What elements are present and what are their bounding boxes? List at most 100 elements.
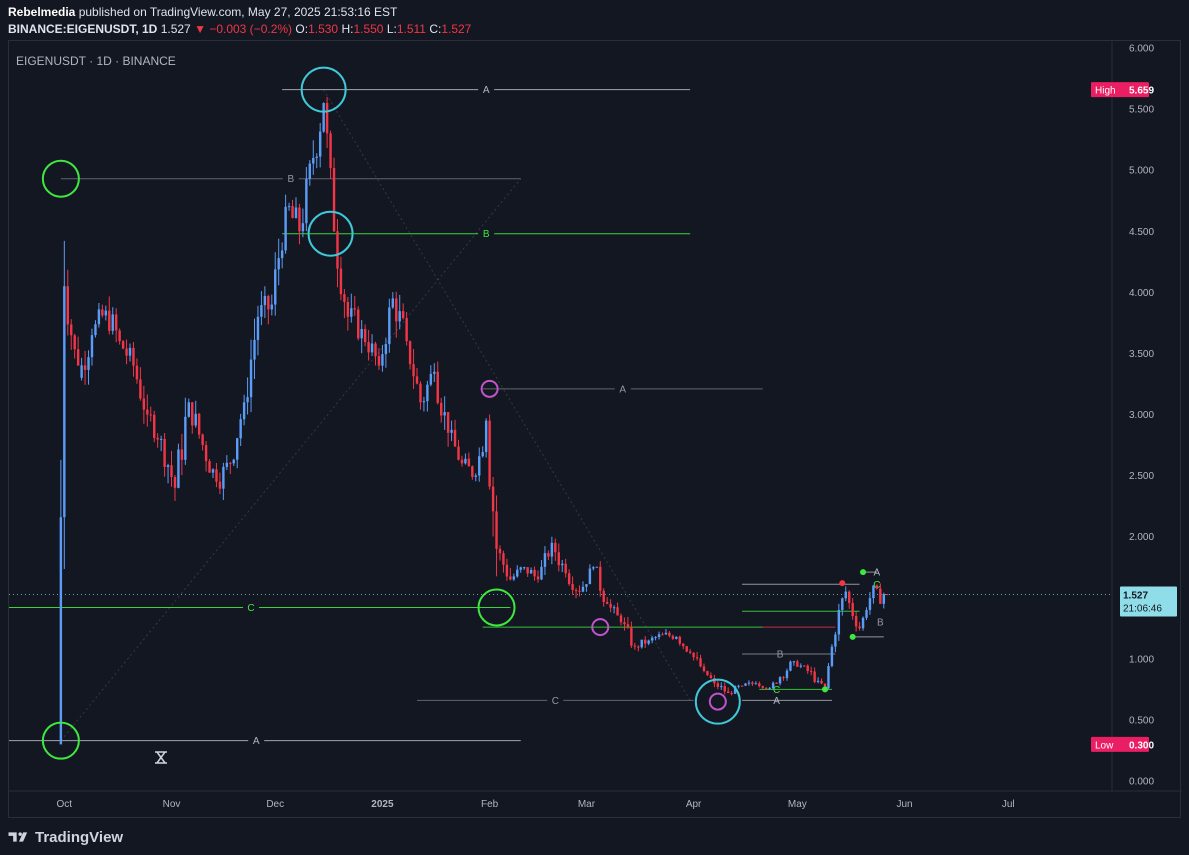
candle-body <box>567 573 571 585</box>
candle-body <box>377 356 381 366</box>
candle-body <box>671 635 675 639</box>
candle-body <box>841 598 844 610</box>
price-chart[interactable]: EIGENUSDT · 1D · BINANCE 6.000 5.500 5.000 4… <box>9 41 1182 819</box>
author-name[interactable]: Rebelmedia <box>8 5 76 19</box>
candle-body <box>616 607 619 616</box>
level-label: C <box>552 696 559 707</box>
brand-name[interactable]: TradingView <box>35 828 124 846</box>
candle-body <box>63 286 66 518</box>
candle-body <box>118 330 121 342</box>
candle-body <box>242 402 246 420</box>
low-label: L: <box>386 22 397 36</box>
candle-body <box>533 569 536 577</box>
last-price: 1.527 <box>160 22 191 36</box>
candle-body <box>806 665 809 672</box>
candle-body <box>433 371 436 374</box>
chart-frame[interactable]: EIGENUSDT · 1D · BINANCE 6.000 5.500 5.000 4… <box>8 40 1182 819</box>
current-price-countdown: 21:06:46 <box>1123 603 1162 614</box>
x-tick-label: Dec <box>266 799 284 810</box>
high-label: H: <box>341 22 354 36</box>
candle-body <box>336 231 339 269</box>
candle-body <box>267 295 270 310</box>
candle-body <box>491 486 495 512</box>
candle-body <box>820 680 823 684</box>
candle-body <box>512 576 516 580</box>
candle-body <box>730 693 733 695</box>
publish-line: Rebelmedia published on TradingView.com,… <box>8 4 471 21</box>
candle-body <box>350 308 353 317</box>
candle-body <box>605 602 609 604</box>
candle-body <box>464 458 467 464</box>
candle-body <box>526 567 529 574</box>
y-tick-label: 5.000 <box>1129 166 1154 177</box>
candle-body <box>733 686 737 694</box>
magenta-circle-marker <box>591 618 610 637</box>
candle-body <box>121 341 125 349</box>
candle-body <box>166 465 170 467</box>
high-badge-value: 5.659 <box>1129 86 1154 97</box>
candle-body <box>235 438 239 460</box>
candle-body <box>654 637 657 639</box>
candle-body <box>422 401 426 403</box>
candle-body <box>87 357 90 370</box>
candle-body <box>201 434 204 446</box>
candle-body <box>578 590 581 592</box>
level-label: A <box>253 736 260 747</box>
candle-body <box>547 553 550 557</box>
candle-body <box>395 298 398 322</box>
candle-body <box>374 343 377 357</box>
candle-body <box>692 652 695 658</box>
candle-body <box>844 591 847 599</box>
candle-body <box>367 342 370 353</box>
candle-body <box>97 309 101 325</box>
candle-body <box>436 371 439 403</box>
open-value: 1.530 <box>308 22 339 36</box>
candle-body <box>446 412 450 433</box>
candle-body <box>177 449 180 488</box>
candle-body <box>657 634 661 638</box>
candle-body <box>284 206 287 251</box>
candle-body <box>401 311 405 319</box>
candle-body <box>197 413 201 435</box>
candle-body <box>339 268 343 295</box>
candle-body <box>360 328 363 339</box>
cyan-circle-marker <box>300 66 347 113</box>
candle-body <box>768 688 771 690</box>
candle-body <box>135 365 139 380</box>
candle-body <box>519 567 522 570</box>
candle-body <box>550 542 554 557</box>
candle-body <box>761 686 764 688</box>
candle-body <box>153 414 156 438</box>
candle-body <box>156 437 159 440</box>
candle-body <box>630 626 633 646</box>
candle-body <box>609 603 612 608</box>
candle-body <box>346 302 350 317</box>
y-tick-label: 0.500 <box>1129 715 1154 726</box>
candle-body <box>239 419 242 439</box>
candle-body <box>751 682 754 685</box>
candle-body <box>343 294 346 303</box>
candle-body <box>59 517 63 745</box>
candle-body <box>709 675 713 679</box>
candle-body <box>471 466 474 477</box>
candle-body <box>886 594 889 596</box>
tradingview-footer: TradingView <box>8 826 123 848</box>
candle-body <box>391 298 395 308</box>
candle-body <box>101 309 104 316</box>
candle-body <box>688 651 692 653</box>
high-badge: High 5.659 <box>1091 82 1154 98</box>
candle-body <box>263 295 267 306</box>
candle-body <box>211 469 215 473</box>
candle-body <box>180 449 184 460</box>
candle-body <box>522 567 526 569</box>
candle-body <box>318 131 322 157</box>
candle-body <box>132 347 135 366</box>
candle-body <box>868 598 872 610</box>
high-value: 1.550 <box>353 22 384 36</box>
candle-body <box>647 640 650 644</box>
candle-body <box>668 632 671 636</box>
down-triangle-icon: ▼ <box>194 22 206 36</box>
guide-line <box>323 89 691 701</box>
candle-body <box>861 617 865 629</box>
candle-body <box>229 462 232 464</box>
